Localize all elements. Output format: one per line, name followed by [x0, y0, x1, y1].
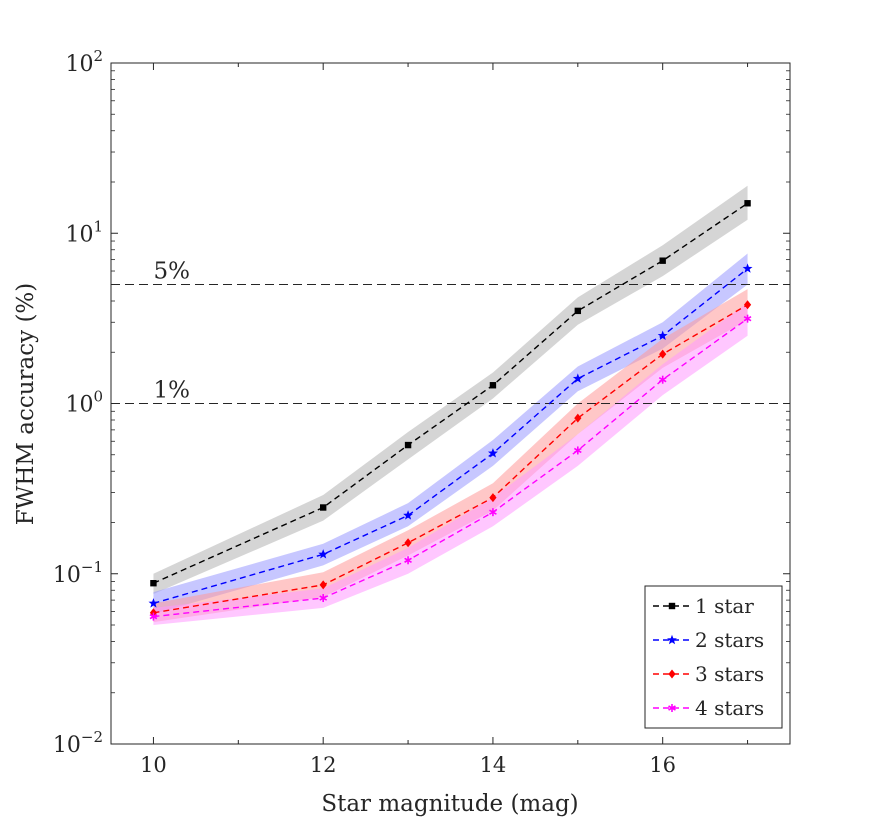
data-point-s1-1 [150, 580, 157, 587]
data-point-s4-1 [149, 612, 158, 621]
x-axis-label: Star magnitude (mag) [321, 791, 578, 817]
data-point-s4-4 [489, 508, 497, 517]
data-point-s4-7 [743, 314, 752, 323]
legend-label-3: 3 stars [695, 662, 764, 686]
legend-marker-1 [668, 602, 676, 610]
data-point-s1-3 [404, 441, 412, 449]
x-tick-label-3: 14 [480, 753, 507, 777]
legend-marker-2 [667, 634, 677, 645]
data-point-s2-5 [572, 373, 583, 383]
data-point-s3-5 [574, 413, 582, 423]
y-axis-label: FWHM accuracy (%) [13, 283, 39, 526]
x-tick-label-1: 10 [140, 753, 167, 777]
y-tick-label-2: 10−1 [53, 558, 103, 588]
data-point-s4-3 [404, 556, 412, 565]
legend-marker-4 [668, 704, 676, 712]
reference-label-2: 1% [153, 378, 190, 404]
legend-box [644, 585, 783, 729]
legend-marker-3 [668, 669, 676, 679]
y-tick-label-4: 101 [65, 217, 103, 247]
data-point-s2-1 [148, 598, 159, 608]
data-point-s2-2 [318, 549, 329, 559]
data-point-s2-4 [487, 448, 498, 458]
data-point-s2-3 [403, 510, 414, 520]
data-point-s3-3 [404, 538, 412, 548]
data-point-s3-7 [743, 300, 752, 310]
data-point-s1-4 [489, 382, 497, 389]
x-tick-label-4: 16 [649, 753, 676, 777]
data-point-s4-5 [573, 446, 582, 455]
band-series-2 [153, 253, 748, 615]
data-point-s2-6 [657, 330, 668, 340]
data-point-s3-2 [319, 580, 327, 590]
reference-label-1: 5% [153, 259, 190, 285]
y-tick-label-5: 102 [65, 47, 103, 77]
legend-label-2: 2 stars [695, 628, 764, 652]
y-tick-label-1: 10−2 [53, 728, 103, 758]
data-point-s4-6 [658, 375, 667, 384]
data-point-s3-4 [489, 493, 497, 503]
data-point-s1-6 [659, 257, 666, 264]
data-point-s1-7 [744, 200, 751, 207]
data-point-s1-2 [319, 504, 327, 511]
legend-label-1: 1 star [695, 594, 754, 618]
data-point-s1-5 [574, 307, 582, 315]
band-series-1 [153, 185, 748, 595]
x-tick-label-2: 12 [310, 753, 337, 777]
legend: 1 star 2 stars 3 stars 4 stars [644, 585, 783, 729]
data-point-s2-7 [742, 263, 753, 273]
legend-label-4: 4 stars [695, 696, 764, 720]
y-tick-label-3: 100 [65, 388, 103, 418]
data-point-s4-2 [319, 594, 328, 603]
data-point-s3-6 [659, 349, 667, 359]
